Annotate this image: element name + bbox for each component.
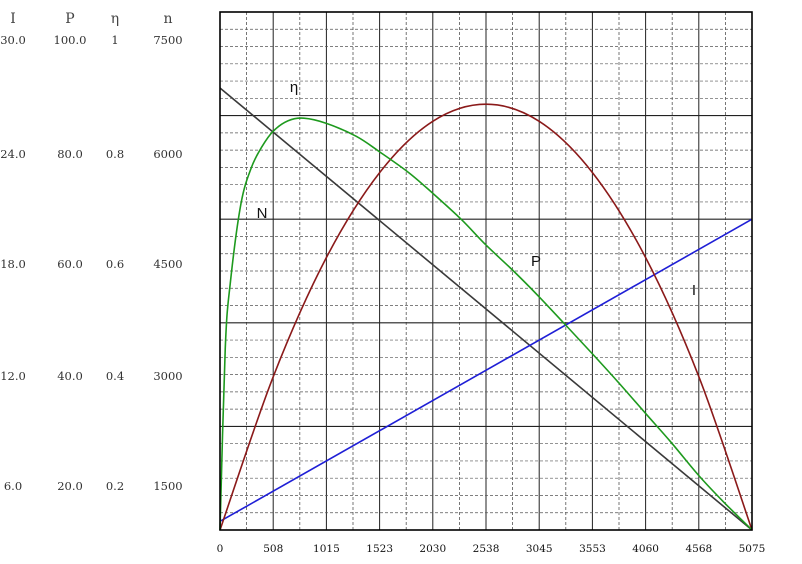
y-axis-labels: I 6.0 12.0 18.0 24.0 30.0 P 20.0 40.0 60.0 80.0 100… [0,11,182,493]
series-label-2: P [531,253,541,270]
y-axis-tick-label: 3000 [153,369,182,383]
x-axis-tick-label: 5075 [739,543,766,555]
chart-series [219,87,753,531]
x-axis-tick-label: 1015 [313,543,340,555]
y-axis-tick-label: 7500 [153,33,182,47]
series-line-0 [219,87,753,531]
series-label-3: η [290,79,298,96]
series-label-0: N [257,205,268,222]
y-axis-tick-label: 0.2 [106,479,124,493]
y-axis-tick-label: 24.0 [0,147,26,161]
x-axis-tick-label: 3045 [526,543,553,555]
y-axis-tick-label: 30.0 [0,33,26,47]
x-axis-tick-label: 4568 [685,543,712,555]
y-axis-header-1: P [65,11,74,27]
y-axis-tick-label: 0.8 [106,147,124,161]
x-axis-tick-label: 1523 [366,543,393,555]
series-label-1: I [692,282,696,299]
y-axis-tick-label: 0.6 [106,257,124,271]
series-line-2 [219,103,753,531]
curve-labels: N I Pη [257,79,697,299]
y-axis-header-3: n [163,11,172,27]
y-axis-tick-label: 6000 [153,147,182,161]
x-axis-tick-label: 3553 [579,543,606,555]
y-axis-tick-label: 20.0 [57,479,83,493]
plot-frame [219,11,753,531]
x-axis-tick-label: 508 [263,543,283,555]
series-line-1 [219,218,753,523]
y-axis-tick-label: 1500 [153,479,182,493]
y-axis-tick-label: 18.0 [0,257,26,271]
y-axis-tick-label: 4500 [153,257,182,271]
y-axis-tick-label: 100.0 [54,33,87,47]
x-axis-tick-label: 0 [217,543,224,555]
y-axis-tick-label: 40.0 [57,369,83,383]
y-axis-tick-label: 60.0 [57,257,83,271]
series-line-3 [219,117,753,531]
x-axis-labels: 0 508 1015 1523 2030 2538 3045 3553 4060 4568 5075 [217,543,766,555]
x-axis-tick-label: 2030 [419,543,446,555]
y-axis-tick-label: 80.0 [57,147,83,161]
chart-grid [220,12,752,530]
y-axis-header-0: I [10,11,16,27]
y-axis-tick-label: 1 [111,33,118,47]
y-axis-tick-label: 6.0 [4,479,22,493]
y-axis-tick-label: 0.4 [106,369,124,383]
y-axis-header-2: η [111,11,119,27]
x-axis-tick-label: 2538 [473,543,500,555]
x-axis-tick-label: 4060 [632,543,659,555]
y-axis-tick-label: 12.0 [0,369,26,383]
